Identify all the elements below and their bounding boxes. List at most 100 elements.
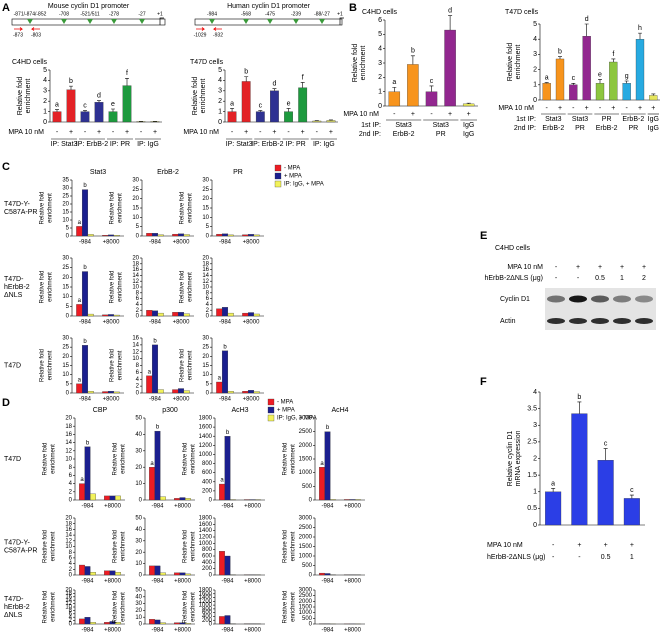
y-tick-label: 10 [62,218,69,224]
y-tick-label: 16 [65,527,72,533]
y-tick-label: 2500 [299,429,313,435]
primer-arrow [196,27,206,31]
row-label: T47D- [4,596,24,603]
chart-title: C4HD cells [362,9,398,16]
treatment-sign: + [69,129,73,136]
x-tick-label: -984 [219,240,232,246]
significance-letter: c [604,440,608,447]
treatment-sign: - [231,129,234,136]
y-tick-label: 1800 [199,416,213,422]
y-tick-label: 1 [218,108,222,115]
group-label: Stat3 [395,122,411,129]
y-tick-label: 2 [218,98,222,105]
treatment-sign: - [599,105,602,112]
y-tick-label: 0 [206,234,210,240]
bar [597,460,614,526]
bar [79,483,85,501]
band [635,318,653,324]
bar [425,91,438,107]
treatment-sign: - [625,105,628,112]
column-title: p300 [162,407,178,414]
y-tick-label: 3 [218,88,222,95]
y-tick-label: 30 [132,178,139,184]
bar [84,566,91,576]
y-axis-label: enrichment [291,531,297,561]
y-tick-label: 50 [135,516,142,522]
significance-letter: b [223,344,227,350]
x-tick-label: +8000 [103,397,121,403]
bar [407,64,419,107]
legend-label: + MPA [277,408,295,414]
bar [80,111,90,123]
bar [242,391,249,394]
bar [227,111,237,123]
bar [227,391,234,394]
y-tick-label: 400 [202,479,213,485]
y-axis-label: enrichment [200,79,207,114]
bar [108,111,118,123]
x-tick-label: +8000 [244,579,262,585]
x-tick-label: +8000 [103,240,121,246]
bar [349,499,356,501]
group-label: IP: IgG [137,141,159,148]
band [569,295,587,303]
error-bar [328,119,333,121]
x-tick-label: -984 [151,628,164,634]
y-tick-label: 50 [135,588,142,594]
significance-letter: d [97,93,101,100]
bar [172,312,179,317]
bar [174,498,180,501]
y-tick-label: 0 [66,314,70,320]
chart-title: C4HD cells [12,59,48,66]
significance-letter: c [259,102,263,109]
error-bar [258,110,263,112]
bar [102,314,109,317]
y-tick-label: 50 [135,416,142,422]
y-tick-label: 20 [65,588,72,594]
group-label: IgG [463,122,474,129]
treatment-sign: - [259,129,262,136]
error-bar [577,401,582,414]
bar [146,310,153,317]
y-tick-label: 2 [533,455,537,462]
x-tick-label: +8000 [244,628,262,634]
significance-letter: f [302,74,304,81]
row-label: ΔNLS [4,612,23,619]
bar [219,551,225,576]
site-label: -984 [207,11,217,17]
y-axis-label: Relative fold [43,442,49,475]
bar [216,233,223,237]
y-tick-label: 10 [62,372,69,378]
y-tick-label: 10 [132,356,139,362]
treatment-sign: - [393,111,396,118]
primer-label: -873 [13,32,23,38]
bar [84,617,91,625]
bar [462,103,475,107]
bar [242,234,249,237]
y-tick-label: 25 [62,345,69,351]
site-marker [27,19,33,24]
y-axis-label: Relative fold [110,191,116,224]
row-label: ΔNLS [4,292,23,299]
bar [115,622,121,625]
treatment-sign: - [430,111,433,118]
error-bar [392,87,397,92]
bar [174,622,180,625]
bar [571,413,588,526]
group-header: 2nd IP: [359,131,381,138]
x-tick-label: -984 [151,504,164,510]
significance-letter: b [577,394,581,401]
significance-letter: b [226,430,230,436]
y-tick-label: 2 [69,567,73,573]
y-tick-label: 200 [202,566,213,572]
bar [149,565,155,576]
y-tick-label: 1.5 [527,472,537,479]
group-label: IP: ErbB-2 [76,141,108,148]
y-tick-label: 20 [132,196,139,202]
y-axis-label: enrichment [118,350,124,380]
group-label: IP: ErbB-2 [251,141,283,148]
y-tick-label: 4 [218,77,222,84]
bar [113,314,120,317]
group-label: IP: PR [110,141,130,148]
bar [216,381,223,394]
